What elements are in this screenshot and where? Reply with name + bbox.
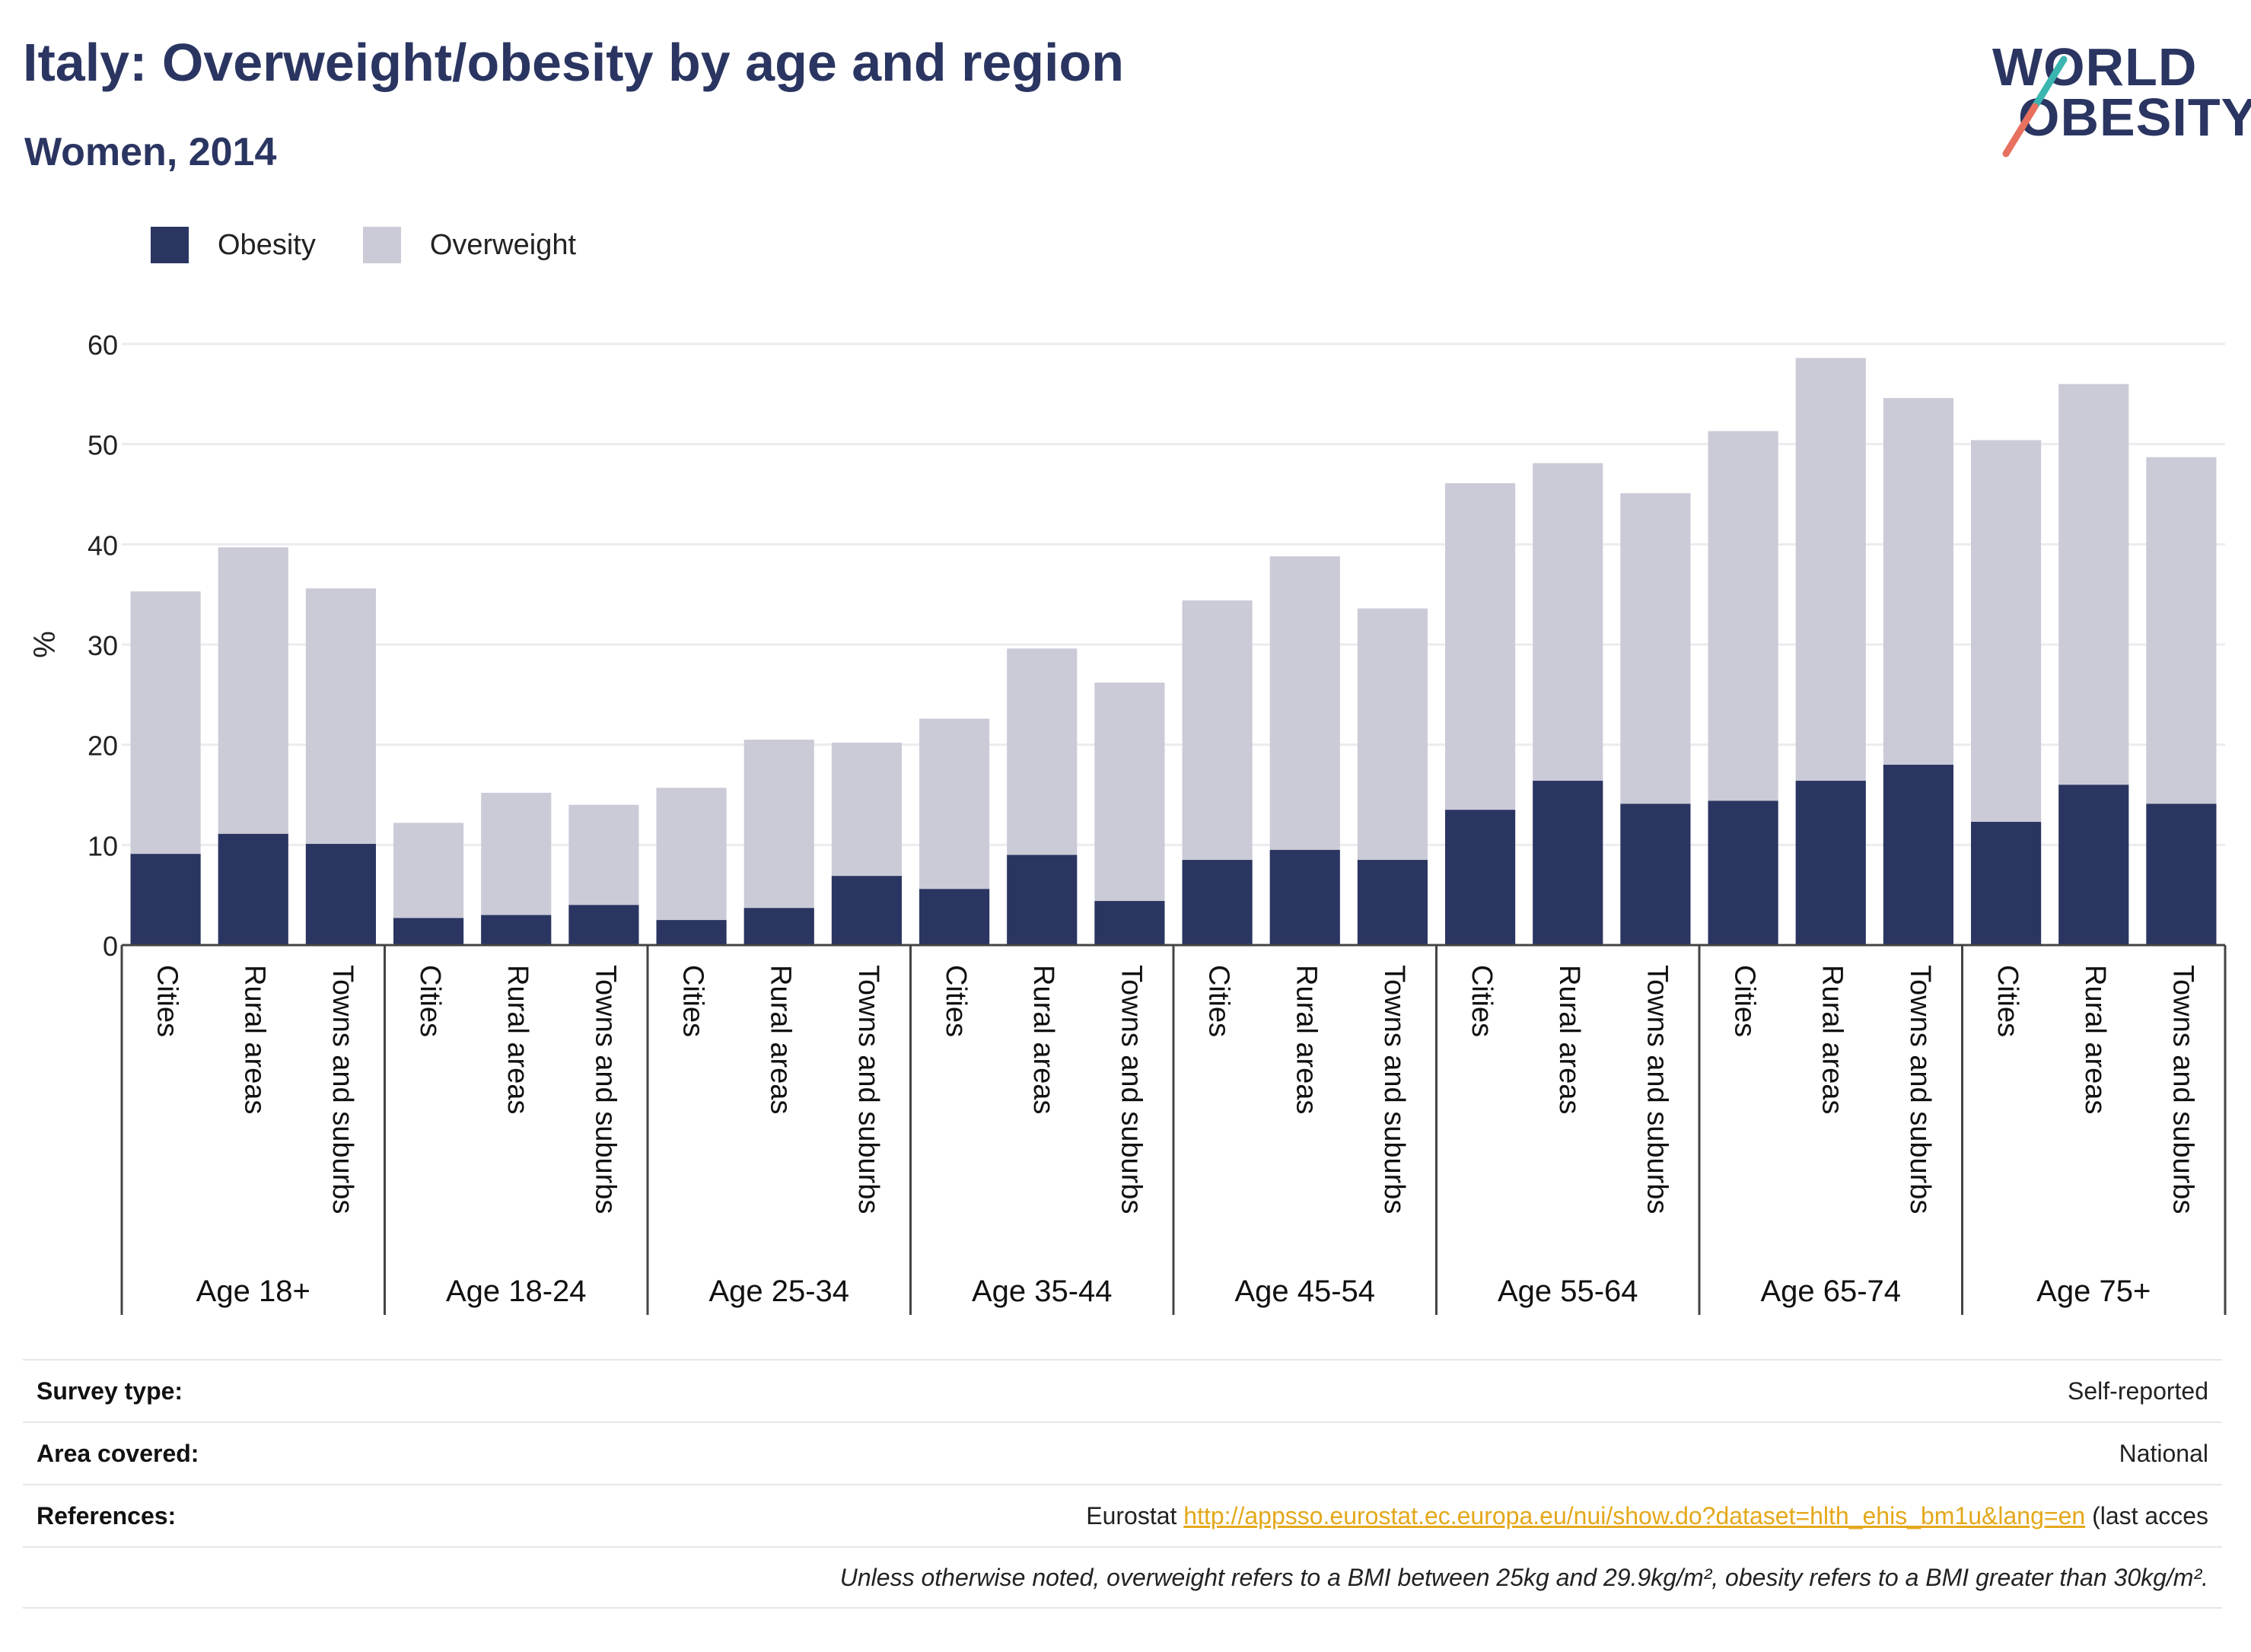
bar-obesity [1883, 765, 1953, 945]
chart-title: Italy: Overweight/obesity by age and reg… [23, 33, 1124, 92]
x-subcategory-label: Towns and suburbs [589, 965, 621, 1214]
bar-obesity [1269, 849, 1340, 945]
bar-obesity [1795, 781, 1866, 945]
y-axis-label: % [28, 631, 62, 658]
x-subcategory-label: Towns and suburbs [326, 965, 358, 1214]
legend-swatch-obesity [151, 227, 189, 263]
x-subcategory-label: Towns and suburbs [1115, 965, 1147, 1214]
x-subcategory-label: Cities [1992, 965, 2023, 1037]
bar-obesity [2058, 785, 2129, 945]
area-covered-value: National [2119, 1439, 2208, 1467]
references-value: Eurostat http://appsso.eurostat.ec.europ… [1086, 1502, 2208, 1530]
bar-obesity [130, 854, 201, 945]
x-subcategory-label: Rural areas [501, 965, 533, 1114]
y-tick-label: 50 [88, 430, 118, 461]
x-subcategory-label: Rural areas [239, 965, 271, 1114]
bar-obesity [1445, 810, 1516, 945]
bar-overweight [656, 788, 727, 945]
y-tick-label: 40 [88, 530, 118, 561]
x-subcategory-label: Cities [414, 965, 446, 1037]
references-label: References: [37, 1501, 177, 1529]
x-group-label: Age 65-74 [1760, 1275, 1901, 1308]
bar-obesity [919, 889, 990, 945]
y-tick-label: 60 [88, 329, 118, 361]
bar-obesity [305, 844, 376, 945]
bar-obesity [568, 905, 639, 945]
x-subcategory-label: Rural areas [765, 965, 797, 1114]
bar-obesity [1182, 860, 1253, 945]
area-covered-label: Area covered: [37, 1439, 199, 1467]
references-suffix: (last acces [2085, 1501, 2208, 1529]
x-subcategory-label: Cities [677, 965, 709, 1037]
x-subcategory-label: Rural areas [1816, 965, 1848, 1114]
x-subcategory-label: Cities [1466, 965, 1498, 1037]
bar-obesity [393, 918, 464, 945]
bar-obesity [656, 920, 727, 945]
bar-obesity [1708, 801, 1778, 945]
bar-obesity [1357, 860, 1428, 945]
logo-text-world: WORLD [1992, 37, 2198, 97]
y-tick-label: 20 [88, 731, 118, 762]
bar-obesity [831, 876, 902, 945]
bar-obesity [1094, 901, 1165, 945]
x-subcategory-label: Cities [1729, 965, 1761, 1037]
y-tick-label: 0 [103, 931, 118, 962]
legend-label-overweight: Overweight [429, 228, 577, 261]
bar-obesity [1620, 804, 1691, 945]
x-subcategory-label: Rural areas [1553, 965, 1585, 1114]
x-group-label: Age 55-64 [1498, 1275, 1638, 1308]
survey-type-label: Survey type: [37, 1377, 183, 1405]
logo-text-obesity: OBESITY [2018, 88, 2251, 147]
x-subcategory-label: Cities [940, 965, 972, 1037]
x-subcategory-label: Towns and suburbs [1641, 965, 1673, 1214]
x-subcategory-label: Towns and suburbs [1378, 965, 1410, 1214]
bar-obesity [743, 908, 814, 945]
x-subcategory-label: Cities [151, 965, 183, 1037]
references-prefix: Eurostat [1086, 1501, 1184, 1529]
legend: Obesity Overweight [151, 227, 623, 263]
y-tick-label: 30 [88, 630, 118, 661]
x-group-label: Age 25-34 [708, 1275, 849, 1308]
legend-swatch-overweight [362, 227, 401, 263]
info-row-note: Unless otherwise noted, overweight refer… [23, 1546, 2222, 1609]
info-row-references: References: Eurostat http://appsso.euros… [23, 1484, 2222, 1546]
info-row-survey-type: Survey type: Self-reported [23, 1359, 2222, 1421]
x-subcategory-label: Towns and suburbs [2167, 965, 2198, 1214]
x-group-label: Age 45-54 [1234, 1275, 1375, 1308]
bar-obesity [1971, 822, 2042, 945]
x-group-label: Age 18-24 [446, 1275, 587, 1308]
bar-obesity [481, 915, 552, 945]
info-table: Survey type: Self-reported Area covered:… [23, 1359, 2222, 1609]
bar-obesity [1007, 855, 1078, 945]
y-tick-label: 10 [88, 830, 118, 861]
logo-slash-icon [2002, 56, 2068, 158]
bmi-note: Unless otherwise noted, overweight refer… [839, 1563, 2208, 1591]
x-subcategory-label: Towns and suburbs [852, 965, 884, 1214]
x-group-label: Age 75+ [2036, 1275, 2151, 1308]
x-subcategory-label: Rural areas [1291, 965, 1323, 1114]
references-link[interactable]: http://appsso.eurostat.ec.europa.eu/nui/… [1183, 1501, 2086, 1529]
x-subcategory-label: Rural areas [1027, 965, 1059, 1114]
bar-obesity [1533, 781, 1603, 945]
bar-obesity [2146, 804, 2217, 945]
x-group-label: Age 18+ [196, 1275, 310, 1308]
x-subcategory-label: Cities [1203, 965, 1235, 1037]
x-group-label: Age 35-44 [972, 1275, 1113, 1308]
info-row-area: Area covered: National [23, 1421, 2222, 1484]
x-subcategory-label: Rural areas [2079, 965, 2111, 1114]
chart-subtitle: Women, 2014 [24, 130, 277, 174]
world-obesity-logo: WORLD OBESITY [1979, 23, 2251, 167]
x-subcategory-label: Towns and suburbs [1904, 965, 1936, 1214]
legend-label-obesity: Obesity [218, 228, 316, 261]
bar-obesity [218, 833, 288, 945]
survey-type-value: Self-reported [2068, 1377, 2208, 1405]
bar-chart: 0 10 20 30 40 50 60% Cities Rural areas Towns and… [28, 329, 2227, 1315]
